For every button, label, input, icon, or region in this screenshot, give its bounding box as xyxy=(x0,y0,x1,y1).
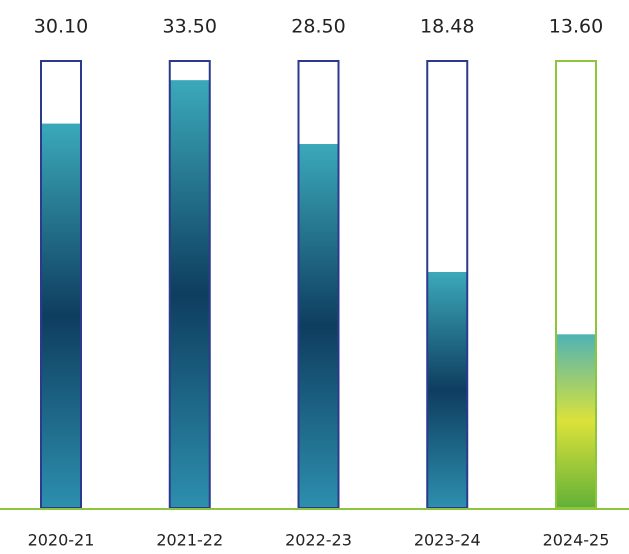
bar xyxy=(170,80,210,508)
bar xyxy=(556,334,596,508)
chart: 30.10 2020-21 33.50 2021-22 28.50 2022-23 18.4… xyxy=(0,0,629,554)
value-label: 18.48 xyxy=(420,16,474,38)
x-tick-label: 2023-24 xyxy=(414,531,481,550)
bar xyxy=(427,272,467,508)
bar xyxy=(41,124,81,508)
bar xyxy=(299,144,339,508)
x-tick-label: 2020-21 xyxy=(28,531,95,550)
value-label: 33.50 xyxy=(163,16,217,38)
x-tick-label: 2024-25 xyxy=(543,531,610,550)
x-tick-label: 2021-22 xyxy=(156,531,223,550)
x-tick-label: 2022-23 xyxy=(285,531,352,550)
value-label: 30.10 xyxy=(34,16,88,38)
value-label: 13.60 xyxy=(549,16,603,38)
value-label: 28.50 xyxy=(291,16,345,38)
